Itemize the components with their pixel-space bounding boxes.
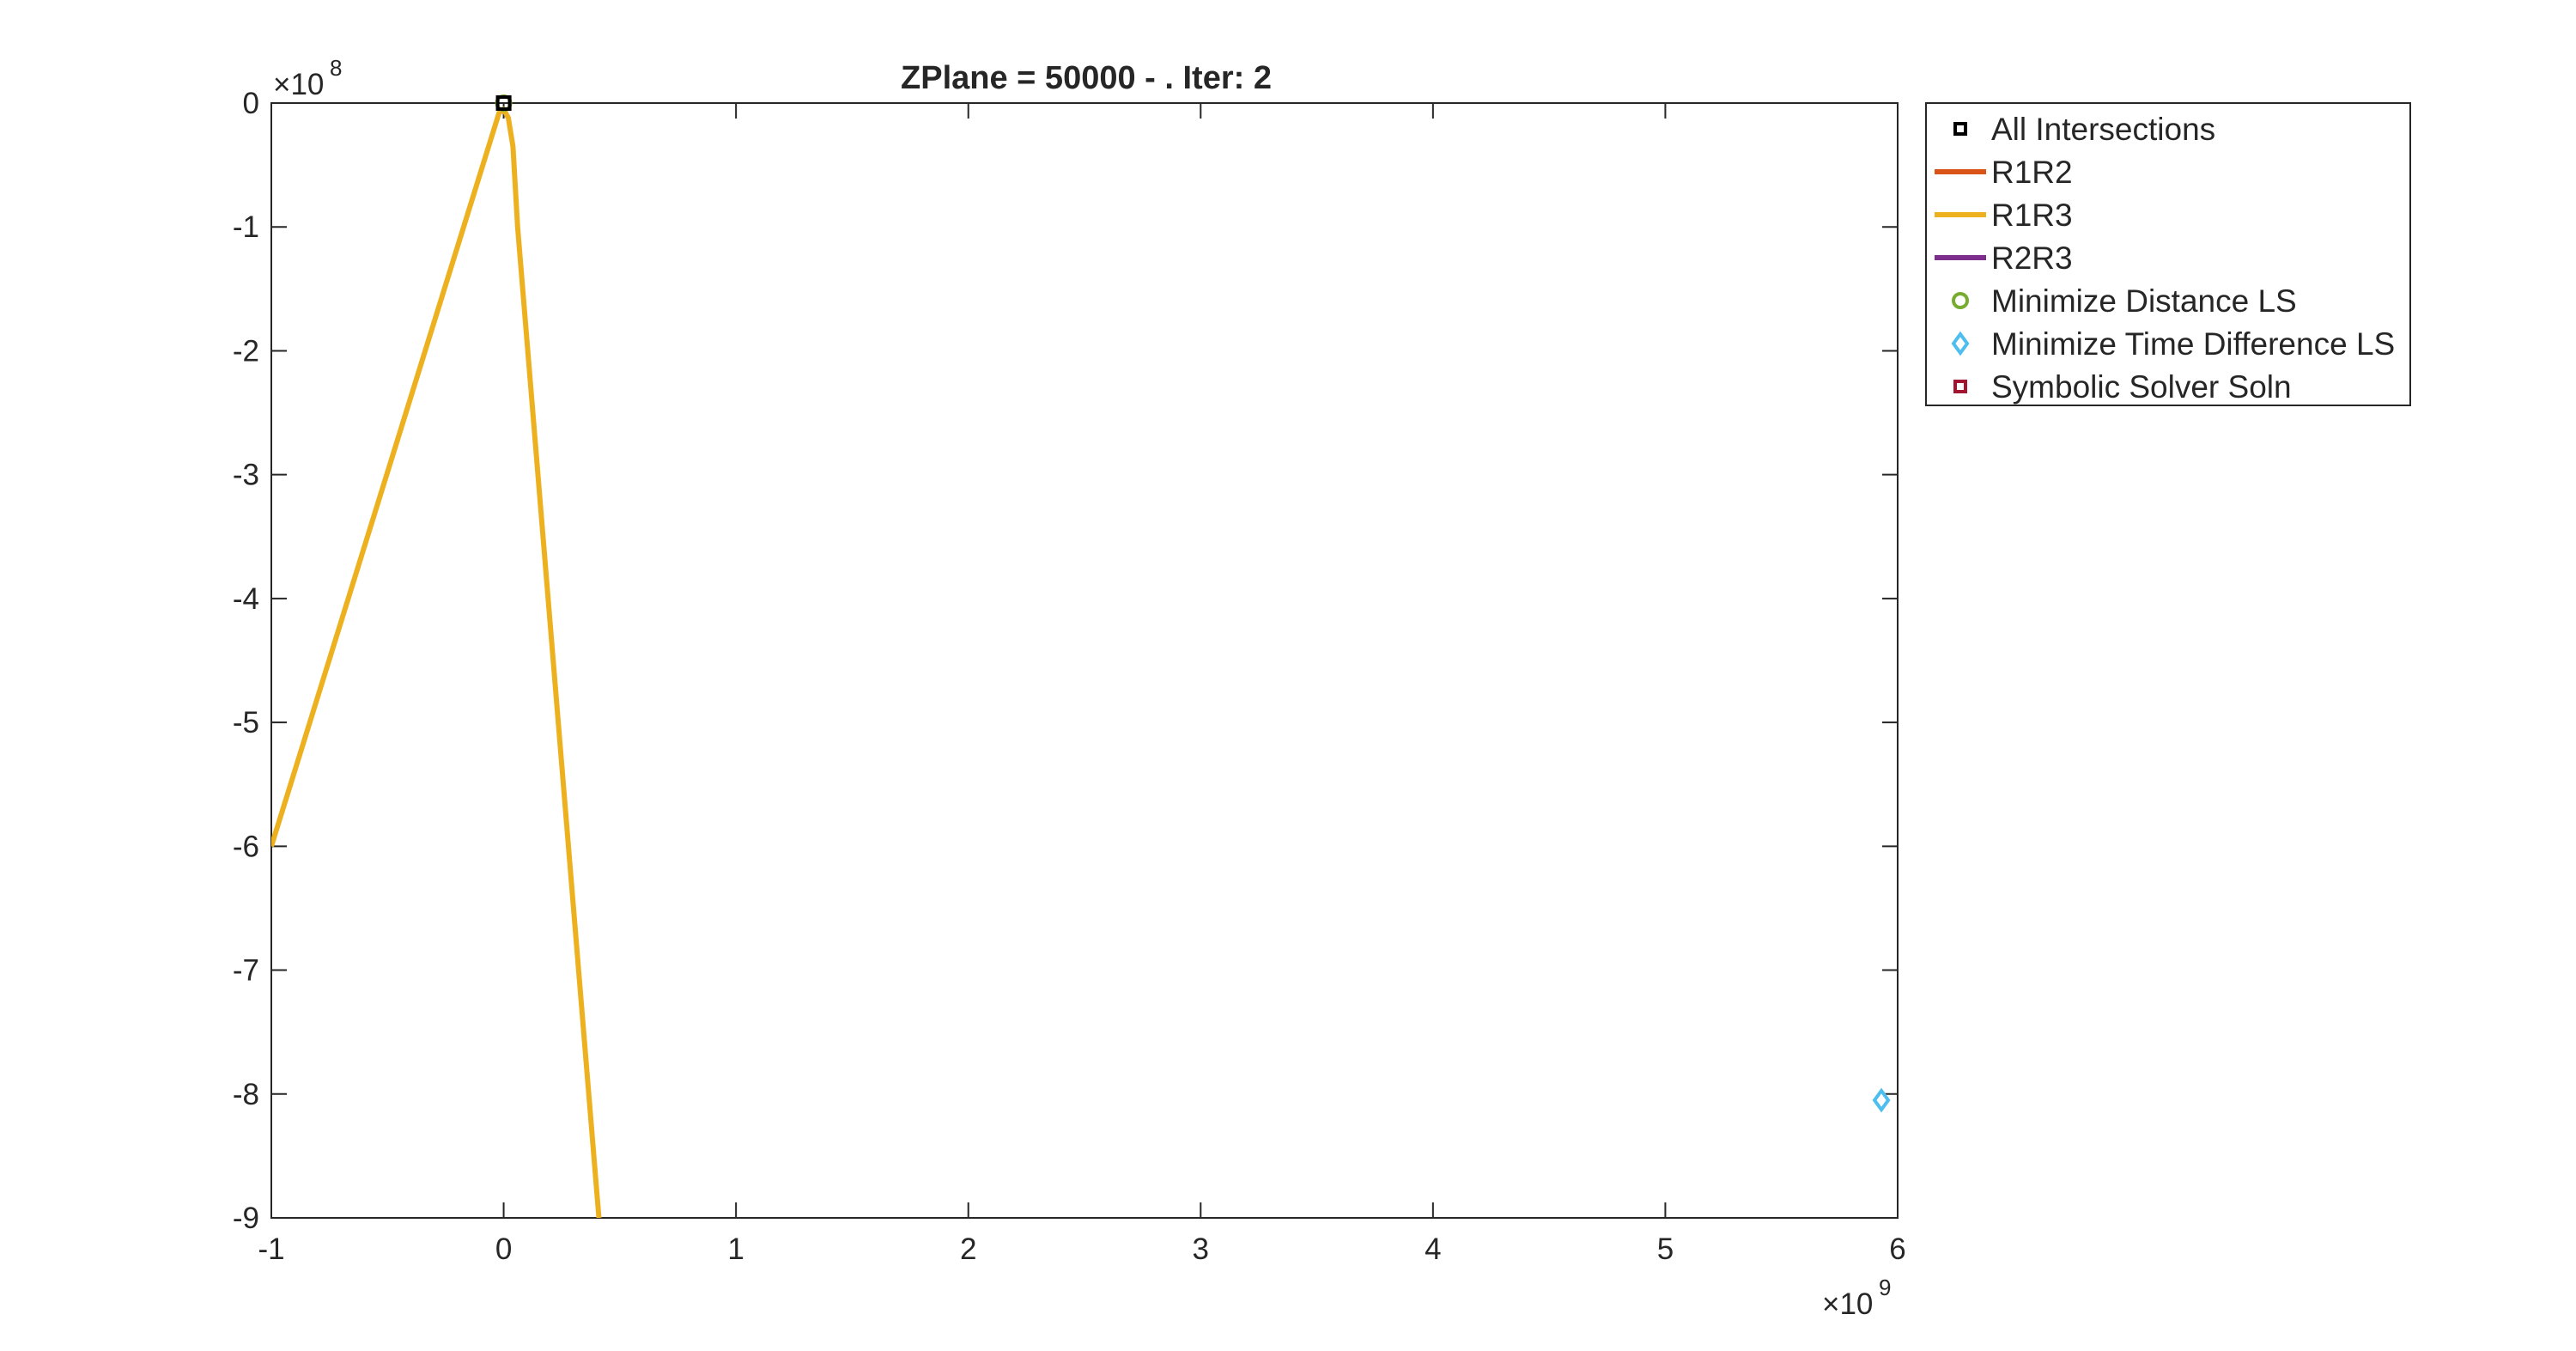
- series-line-r1r3: [271, 106, 602, 1218]
- legend-box: [1925, 102, 2411, 406]
- y-tick-label: -6: [233, 830, 259, 863]
- legend-item-minimize-time-difference-ls: Minimize Time Difference LS: [1951, 326, 2395, 362]
- legend-item-r2r3: R2R3: [1935, 240, 2073, 276]
- x-tick-label: 4: [1425, 1232, 1441, 1266]
- marker-all-intersections: [495, 95, 512, 111]
- legend-label: All Intersections: [1991, 112, 2215, 147]
- chart-title: ZPlane = 50000 - . Iter: 2: [901, 60, 1272, 96]
- legend-label: R1R2: [1991, 155, 2073, 190]
- x-multiplier-exponent: 9: [1879, 1275, 1891, 1300]
- legend-swatch: [1952, 292, 1969, 309]
- x-tick-label: 1: [727, 1232, 744, 1266]
- x-tick-label: 2: [960, 1232, 976, 1266]
- legend-label: R1R3: [1991, 198, 2073, 233]
- y-tick-label: -8: [233, 1078, 259, 1111]
- y-axis-multiplier: ×10 8: [273, 55, 342, 101]
- legend-item-symbolic-solver-soln: Symbolic Solver Soln: [1953, 369, 2292, 405]
- legend-label: Minimize Distance LS: [1991, 283, 2297, 319]
- y-tick-label: -1: [233, 210, 259, 244]
- y-tick-label: -3: [233, 459, 259, 492]
- legend: All Intersections R1R2 R1R3 R2R3 Minimize Di…: [1925, 102, 2411, 406]
- x-tick-label: 6: [1889, 1232, 1905, 1266]
- legend-label: R2R3: [1991, 240, 2073, 276]
- y-tick-label: -7: [233, 954, 259, 988]
- x-multiplier-base: ×10: [1822, 1287, 1873, 1321]
- x-tick-label: 5: [1657, 1232, 1674, 1266]
- y-tick-label: -5: [233, 706, 259, 739]
- axes-box: [270, 102, 1899, 1219]
- x-tick-label: 0: [495, 1232, 512, 1266]
- y-tick-label: -2: [233, 334, 259, 368]
- legend-label: Minimize Time Difference LS: [1991, 326, 2395, 362]
- legend-swatch: [1953, 380, 1967, 393]
- series-lines: [271, 106, 602, 1218]
- legend-item-r1r3: R1R3: [1935, 198, 2073, 233]
- x-tick-label: -1: [258, 1232, 284, 1266]
- legend-label: Symbolic Solver Soln: [1991, 369, 2292, 405]
- x-tick-label: 3: [1193, 1232, 1209, 1266]
- y-multiplier-exponent: 8: [330, 55, 342, 81]
- legend-item-all-intersections: All Intersections: [1953, 112, 2215, 147]
- y-tick-label: 0: [243, 87, 259, 120]
- series-markers: [495, 94, 1891, 1113]
- legend-item-minimize-distance-ls: Minimize Distance LS: [1952, 283, 2297, 319]
- x-axis-multiplier: ×10 9: [1822, 1275, 1891, 1321]
- legend-item-r1r2: R1R2: [1935, 155, 2073, 190]
- y-tick-label: -4: [233, 582, 259, 616]
- legend-swatch: [1951, 331, 1970, 356]
- y-tick-label: -9: [233, 1202, 259, 1235]
- axis-ticks: -1 0 1 2 3 4 5 6 0 -1 -2 -3 -4 -5 -6 -7 -8 -9: [233, 87, 1906, 1266]
- legend-swatch: [1953, 122, 1967, 136]
- y-multiplier-base: ×10: [273, 68, 324, 101]
- marker-minimize-time-difference-ls: [1872, 1087, 1891, 1113]
